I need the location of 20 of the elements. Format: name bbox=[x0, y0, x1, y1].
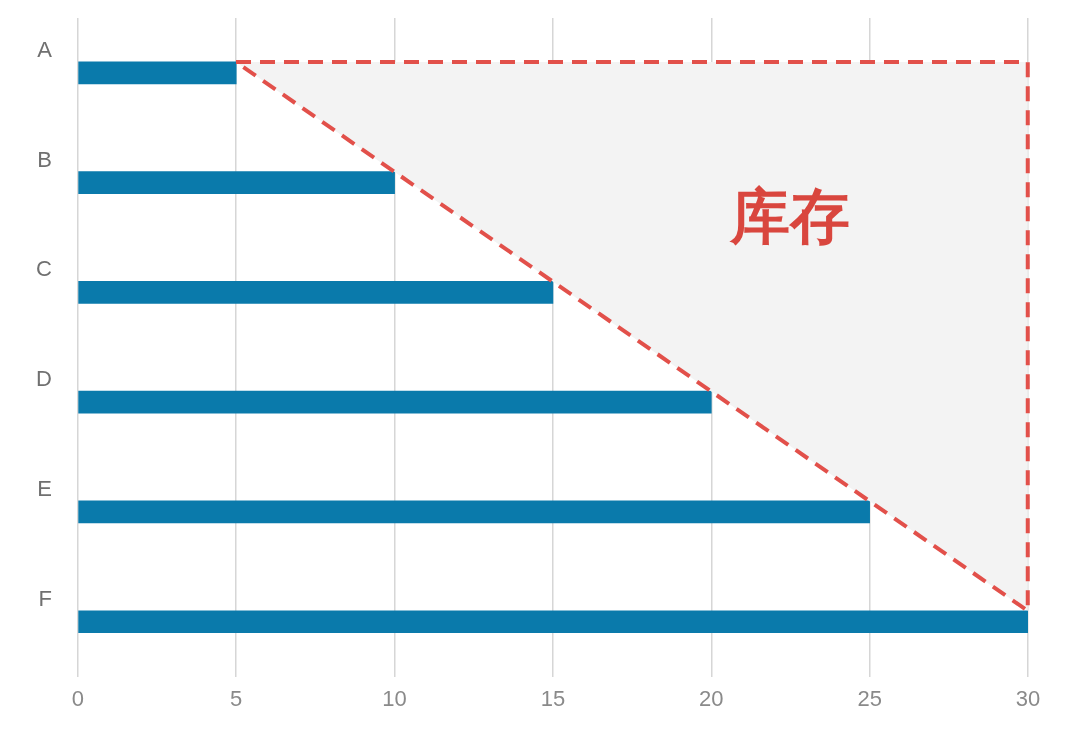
x-tick-label: 20 bbox=[699, 685, 724, 711]
bar bbox=[78, 610, 1028, 634]
x-tick-label: 0 bbox=[71, 685, 85, 711]
annotation: 库存 bbox=[730, 180, 851, 251]
x-tick-label: 30 bbox=[1015, 685, 1041, 711]
bar bbox=[78, 500, 870, 524]
x-tick-label: 5 bbox=[230, 685, 243, 711]
y-tick-label: A bbox=[37, 36, 53, 62]
y-tick-label: E bbox=[37, 476, 52, 502]
bar bbox=[78, 390, 712, 414]
bar bbox=[78, 171, 395, 194]
y-tick-label: B bbox=[37, 146, 52, 172]
y-tick-label: C bbox=[36, 256, 52, 282]
x-tick-label: 25 bbox=[857, 685, 882, 711]
x-tick-label: 10 bbox=[382, 685, 407, 711]
y-tick-label: D bbox=[36, 366, 52, 392]
y-tick-label: F bbox=[38, 585, 52, 611]
bar bbox=[78, 61, 237, 85]
bar bbox=[78, 281, 554, 304]
x-tick-label: 15 bbox=[540, 685, 566, 711]
